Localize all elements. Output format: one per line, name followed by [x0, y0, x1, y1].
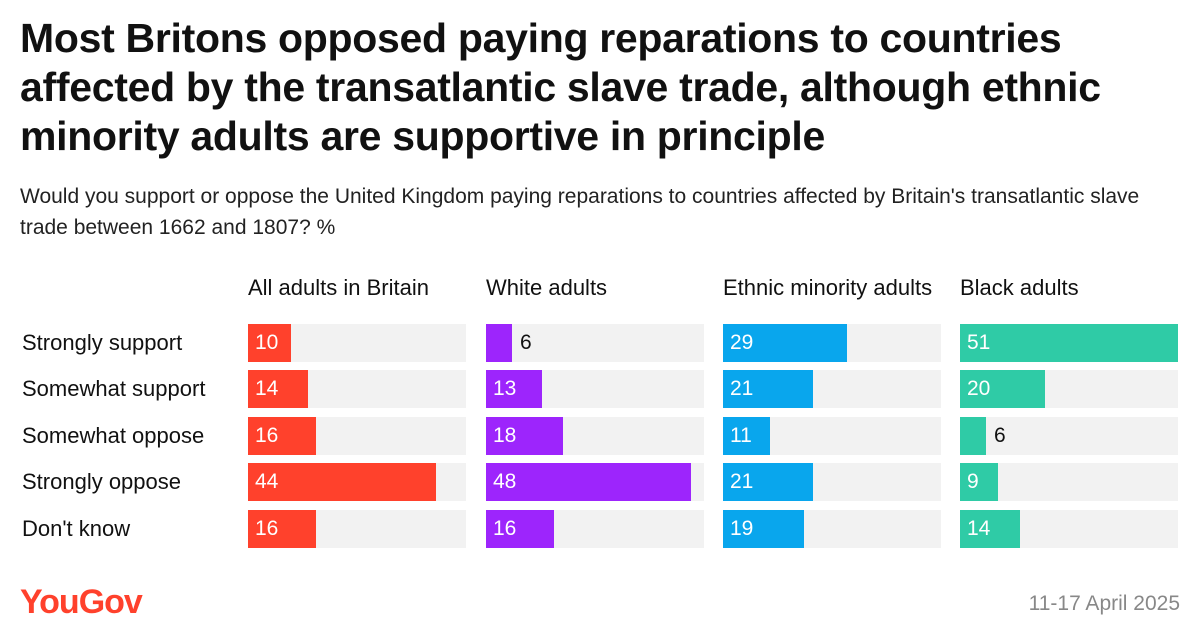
bar-track: 16 [248, 510, 466, 548]
bar [960, 324, 1178, 362]
data-label: 16 [255, 424, 279, 447]
row-label: Strongly oppose [22, 469, 181, 494]
bar-track: 21 [723, 370, 941, 408]
data-label: 16 [493, 517, 517, 540]
bar [723, 510, 804, 548]
panel-header: All adults in Britain [248, 275, 429, 300]
row-label: Don't know [22, 516, 131, 541]
yougov-logo: YouGov [20, 583, 143, 621]
fieldwork-date: 11-17 April 2025 [1028, 592, 1180, 615]
bar [960, 463, 998, 501]
data-label: 16 [255, 517, 279, 540]
bar-track: 16 [486, 510, 704, 548]
bar [723, 324, 847, 362]
data-label: 19 [730, 517, 754, 540]
bar-track: 18 [486, 417, 704, 455]
data-label: 14 [255, 377, 279, 400]
row-label: Strongly support [22, 330, 183, 355]
bar-track: 6 [486, 324, 704, 362]
data-label: 20 [967, 377, 991, 400]
bar [486, 370, 542, 408]
data-label: 11 [730, 424, 752, 447]
data-label: 14 [967, 517, 991, 540]
data-label: 6 [520, 331, 532, 354]
bar [723, 463, 813, 501]
chart-title: Most Britons opposed paying reparations … [20, 15, 1101, 159]
bar-track: 10 [248, 324, 466, 362]
bar-track: 48 [486, 463, 704, 501]
bar [248, 370, 308, 408]
row-label: Somewhat oppose [22, 423, 205, 448]
bar-track: 20 [960, 370, 1178, 408]
data-label: 21 [730, 470, 754, 493]
bar [960, 510, 1020, 548]
bar [486, 417, 563, 455]
bar-track: 44 [248, 463, 466, 501]
data-label: 6 [994, 424, 1006, 447]
data-label: 44 [255, 470, 279, 493]
data-label: 9 [967, 470, 979, 493]
bar-track: 13 [486, 370, 704, 408]
data-label: 18 [493, 424, 517, 447]
data-label: 51 [967, 331, 991, 354]
row-label: Somewhat support [22, 376, 206, 401]
bar-track: 16 [248, 417, 466, 455]
bar [486, 463, 691, 501]
data-label: 13 [493, 377, 517, 400]
bar-track: 19 [723, 510, 941, 548]
panel-header: White adults [486, 275, 608, 300]
bar [248, 417, 316, 455]
bar-track: 14 [960, 510, 1178, 548]
bar-track: 51 [960, 324, 1178, 362]
data-label: 10 [255, 331, 279, 354]
bar-track: 9 [960, 463, 1178, 501]
bar-track: 14 [248, 370, 466, 408]
chart-subtitle: Would you support or oppose the United K… [20, 185, 1140, 239]
bar-track: 11 [723, 417, 941, 455]
panel-header: Ethnic minority adults [723, 275, 933, 300]
bar [486, 324, 512, 362]
bar [960, 417, 986, 455]
bar-track: 29 [723, 324, 941, 362]
bar [486, 510, 554, 548]
bar-track: 6 [960, 417, 1178, 455]
bar [248, 463, 436, 501]
bar [248, 324, 291, 362]
bar [248, 510, 316, 548]
data-label: 48 [493, 470, 517, 493]
panel-header: Black adults [960, 275, 1079, 300]
bar-track: 21 [723, 463, 941, 501]
data-label: 29 [730, 331, 754, 354]
data-label: 21 [730, 377, 754, 400]
bar [723, 417, 770, 455]
bar [960, 370, 1045, 408]
bar [723, 370, 813, 408]
